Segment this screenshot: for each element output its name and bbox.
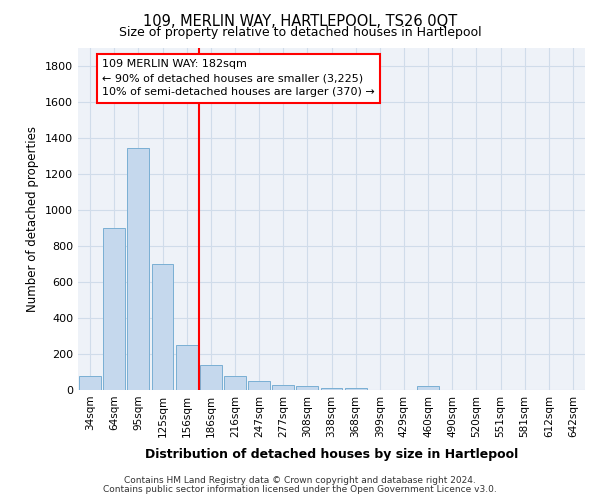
Text: Size of property relative to detached houses in Hartlepool: Size of property relative to detached ho… [119, 26, 481, 39]
Bar [127, 148, 149, 390]
X-axis label: Distribution of detached houses by size in Hartlepool: Distribution of detached houses by size … [145, 448, 518, 461]
Bar [345, 388, 367, 390]
Text: 109 MERLIN WAY: 182sqm
← 90% of detached houses are smaller (3,225)
10% of semi-: 109 MERLIN WAY: 182sqm ← 90% of detached… [102, 59, 375, 97]
Text: 109, MERLIN WAY, HARTLEPOOL, TS26 0QT: 109, MERLIN WAY, HARTLEPOOL, TS26 0QT [143, 14, 457, 29]
Bar [224, 376, 246, 390]
Bar [417, 386, 439, 390]
Bar [152, 264, 173, 390]
Bar [176, 345, 197, 390]
Bar [79, 376, 101, 390]
Bar [248, 381, 270, 390]
Bar [103, 228, 125, 390]
Bar [200, 365, 221, 390]
Bar [320, 388, 343, 390]
Y-axis label: Number of detached properties: Number of detached properties [26, 126, 40, 312]
Text: Contains public sector information licensed under the Open Government Licence v3: Contains public sector information licen… [103, 485, 497, 494]
Bar [296, 386, 318, 390]
Text: Contains HM Land Registry data © Crown copyright and database right 2024.: Contains HM Land Registry data © Crown c… [124, 476, 476, 485]
Bar [272, 386, 294, 390]
